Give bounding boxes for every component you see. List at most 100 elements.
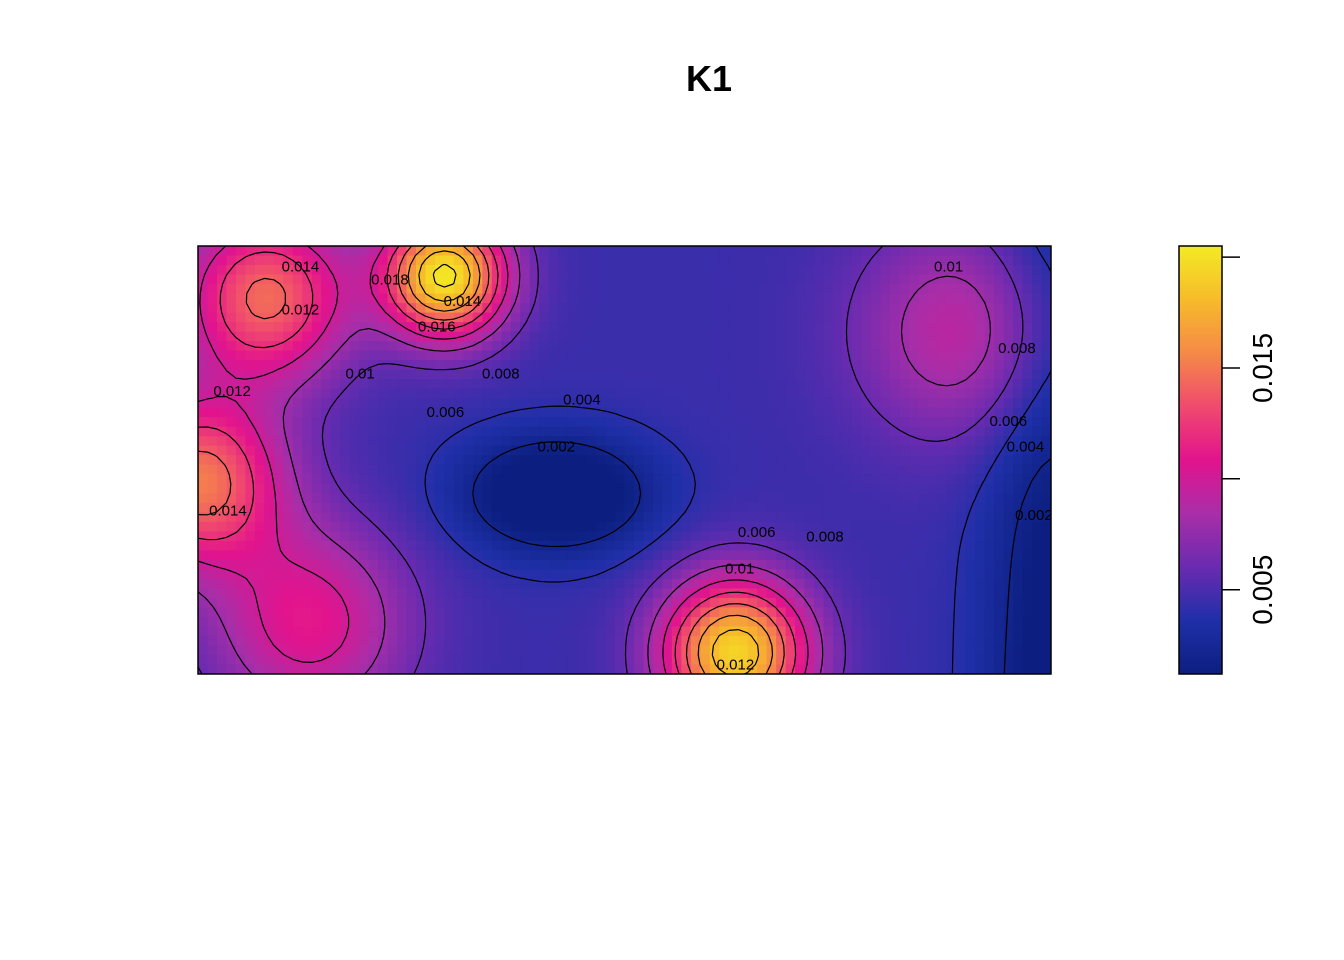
heatmap-cell <box>908 350 919 361</box>
heatmap-cell <box>956 293 967 304</box>
heatmap-cell <box>918 531 929 542</box>
heatmap-cell <box>198 464 209 475</box>
heatmap-cell <box>1032 664 1043 674</box>
heatmap-cell <box>463 455 474 466</box>
heatmap-cell <box>842 360 853 371</box>
heatmap-cell <box>937 597 948 609</box>
heatmap-cell <box>681 521 692 532</box>
heatmap-cell <box>605 654 616 666</box>
heatmap-cell <box>321 369 332 380</box>
heatmap-cell <box>539 635 550 647</box>
heatmap-cell <box>662 654 673 666</box>
heatmap-cell <box>851 293 863 304</box>
heatmap-cell <box>937 635 948 647</box>
heatmap-cell <box>937 322 948 333</box>
heatmap-cell <box>434 550 446 561</box>
heatmap-cell <box>690 426 701 437</box>
heatmap-cell <box>984 559 995 570</box>
heatmap-cell <box>273 521 284 532</box>
heatmap-cell <box>463 664 474 674</box>
heatmap-cell <box>292 569 303 580</box>
heatmap-cell <box>738 303 749 314</box>
heatmap-cell <box>615 550 626 561</box>
heatmap-cell <box>425 274 436 285</box>
heatmap-cell <box>719 388 730 399</box>
heatmap-cell <box>425 559 436 570</box>
heatmap-cell <box>946 531 957 542</box>
heatmap-cell <box>198 407 209 418</box>
heatmap-cell <box>548 474 559 485</box>
heatmap-cell <box>899 607 910 618</box>
heatmap-cell <box>311 379 322 390</box>
heatmap-cell <box>747 597 758 609</box>
heatmap-cell <box>814 398 825 409</box>
heatmap-cell <box>738 569 749 580</box>
heatmap-cell <box>870 654 881 666</box>
heatmap-cell <box>700 407 711 418</box>
heatmap-cell <box>491 455 502 466</box>
contour-line <box>198 246 809 674</box>
heatmap-cell <box>785 293 796 304</box>
heatmap-cell <box>719 540 730 551</box>
heatmap-cell <box>198 540 209 551</box>
heatmap-cell <box>975 312 986 323</box>
heatmap-cell <box>425 331 436 342</box>
heatmap-cell <box>567 654 578 666</box>
heatmap-cell <box>359 246 370 257</box>
heatmap-cell <box>349 607 360 618</box>
heatmap-cell <box>501 360 512 371</box>
heatmap-cell <box>406 246 417 257</box>
heatmap-cell <box>596 312 607 323</box>
heatmap-cell <box>463 474 474 485</box>
heatmap-cell <box>747 322 758 333</box>
heatmap-cell <box>311 559 322 570</box>
heatmap-cell <box>700 388 711 399</box>
heatmap-cell <box>321 312 332 323</box>
heatmap-cell <box>662 616 673 628</box>
heatmap-cell <box>766 293 777 304</box>
heatmap-cell <box>245 369 256 380</box>
heatmap-cell <box>624 559 635 570</box>
heatmap-cell <box>254 645 265 656</box>
heatmap-cell <box>577 474 588 485</box>
heatmap-cell <box>302 635 313 647</box>
heatmap-cell <box>795 493 806 504</box>
heatmap-cell <box>283 436 294 447</box>
heatmap-cell <box>814 246 825 257</box>
heatmap-cell <box>671 654 682 666</box>
heatmap-cell <box>1003 265 1014 276</box>
heatmap-cell <box>842 607 853 618</box>
heatmap-cell <box>226 379 237 390</box>
heatmap-cell <box>633 493 645 504</box>
heatmap-cell <box>719 360 730 371</box>
heatmap-cell <box>766 312 777 323</box>
heatmap-cell <box>927 417 938 428</box>
heatmap-cell <box>709 398 720 409</box>
heatmap-cell <box>349 559 360 570</box>
heatmap-cell <box>937 312 948 323</box>
heatmap-cell <box>245 654 256 666</box>
heatmap-cell <box>842 597 853 609</box>
heatmap-cell <box>918 474 929 485</box>
heatmap-cell <box>463 255 474 266</box>
heatmap-cell <box>567 664 578 674</box>
heatmap-cell <box>833 483 844 494</box>
heatmap-cell <box>577 521 588 532</box>
heatmap-cell <box>415 569 427 580</box>
heatmap-cell <box>709 654 720 666</box>
heatmap-cell <box>444 350 455 361</box>
heatmap-cell <box>340 474 351 485</box>
heatmap-cell <box>340 521 351 532</box>
heatmap-cell <box>292 293 303 304</box>
heatmap-cell <box>889 464 900 475</box>
heatmap-cell <box>425 341 436 352</box>
heatmap-cell <box>273 360 284 371</box>
heatmap-cell <box>463 607 474 618</box>
heatmap-cell <box>302 436 313 447</box>
heatmap-cell <box>766 445 777 456</box>
heatmap-cell <box>529 493 540 504</box>
heatmap-cell <box>273 607 284 618</box>
heatmap-cell <box>216 635 228 647</box>
heatmap-cell <box>690 512 701 523</box>
heatmap-cell <box>861 569 872 580</box>
